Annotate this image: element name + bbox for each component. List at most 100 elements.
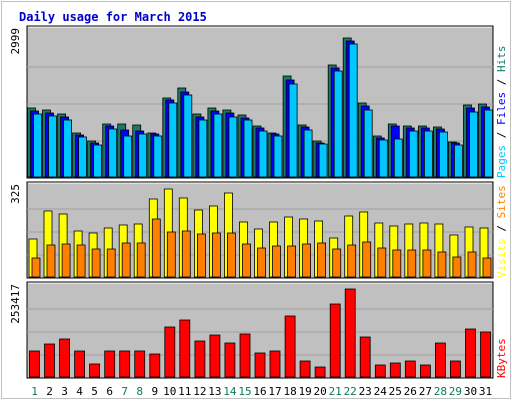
- panel-kbytes: 253417 KBytes: [9, 281, 508, 379]
- day-label: 1: [31, 385, 38, 398]
- day-label: 24: [374, 385, 388, 398]
- bar-pages-day-12: [198, 119, 208, 178]
- day-label: 11: [178, 385, 191, 398]
- legend-separator: /: [495, 72, 508, 92]
- legend-entry: Hits: [495, 46, 508, 73]
- bar-pages-day-30: [469, 111, 478, 178]
- bar-kbytes-day-10: [164, 326, 176, 378]
- bar-kbytes-day-7: [119, 350, 131, 378]
- day-label: 19: [298, 385, 311, 398]
- day-label: 28: [434, 385, 447, 398]
- bar-sites-day-13: [211, 232, 221, 278]
- y-tick-label: 253417: [9, 284, 22, 324]
- panel-visits-sites: 325 Visits / Sites: [9, 181, 508, 279]
- day-label: 17: [268, 385, 281, 398]
- bar-pages-day-9: [153, 135, 163, 178]
- bar-sites-day-18: [287, 245, 297, 278]
- panels: 2999 Pages / Files / Hits 325 Visits / Site…: [9, 25, 508, 379]
- bar-sites-day-26: [407, 249, 417, 278]
- day-label: 9: [151, 385, 158, 398]
- legend-entry: Files: [495, 92, 508, 125]
- day-label: 27: [419, 385, 432, 398]
- bar-pages-day-23: [363, 109, 373, 178]
- chart-title: Daily usage for March 2015: [19, 10, 207, 24]
- day-label: 4: [76, 385, 83, 398]
- day-label: 3: [61, 385, 68, 398]
- bar-kbytes-day-31: [480, 331, 491, 378]
- bar-pages-day-28: [438, 131, 448, 178]
- day-label: 20: [313, 385, 326, 398]
- bar-kbytes-day-9: [149, 353, 161, 378]
- bar-kbytes-day-16: [254, 352, 266, 378]
- bar-sites-day-15: [242, 243, 251, 278]
- bar-kbytes-day-22: [344, 288, 356, 378]
- bar-pages-day-22: [348, 43, 358, 178]
- bar-pages-day-17: [273, 135, 283, 178]
- legend-entry: Visits: [495, 238, 508, 278]
- day-label: 5: [91, 385, 98, 398]
- day-label: 22: [344, 385, 357, 398]
- bar-pages-day-14: [228, 116, 238, 178]
- bar-sites-day-5: [91, 248, 101, 278]
- bar-pages-day-6: [108, 128, 118, 178]
- bar-sites-day-12: [196, 233, 206, 278]
- bar-sites-day-2: [46, 244, 56, 278]
- bar-sites-day-17: [272, 245, 281, 278]
- bar-kbytes-day-14: [224, 342, 236, 378]
- bar-sites-day-20: [317, 242, 327, 278]
- bar-pages-day-29: [453, 144, 463, 178]
- bar-sites-day-7: [121, 242, 131, 278]
- legend-entry: Sites: [495, 185, 508, 218]
- day-label: 26: [404, 385, 417, 398]
- day-label: 15: [238, 385, 251, 398]
- bar-sites-day-1: [31, 257, 41, 278]
- legend: Pages / Files / Hits: [495, 46, 508, 179]
- bar-sites-day-27: [422, 249, 432, 278]
- bar-sites-day-29: [452, 256, 462, 278]
- day-label: 25: [389, 385, 402, 398]
- bar-pages-day-21: [333, 70, 343, 178]
- bar-kbytes-day-19: [299, 360, 311, 378]
- bar-kbytes-day-2: [44, 343, 55, 378]
- bar-sites-day-19: [302, 243, 312, 278]
- bar-kbytes-day-15: [239, 333, 251, 378]
- bar-pages-day-15: [243, 119, 253, 178]
- day-label: 29: [449, 385, 462, 398]
- bar-sites-day-22: [347, 244, 357, 278]
- bar-kbytes-day-12: [194, 340, 206, 378]
- bar-kbytes-day-23: [359, 336, 371, 378]
- day-label: 18: [283, 385, 296, 398]
- day-label: 16: [253, 385, 266, 398]
- bar-pages-day-18: [288, 83, 298, 178]
- bar-kbytes-day-13: [209, 334, 221, 378]
- bar-kbytes-day-6: [104, 350, 116, 378]
- day-label: 2: [46, 385, 53, 398]
- legend: Visits / Sites: [495, 185, 508, 278]
- day-label: 7: [121, 385, 128, 398]
- bar-sites-day-10: [166, 231, 176, 278]
- bar-pages-day-8: [138, 133, 148, 178]
- bar-kbytes-day-1: [29, 350, 40, 378]
- day-label: 13: [208, 385, 221, 398]
- bar-sites-day-21: [332, 248, 342, 278]
- bar-kbytes-day-25: [389, 362, 401, 378]
- bar-sites-day-11: [181, 230, 191, 278]
- bar-kbytes-day-24: [374, 364, 386, 378]
- bar-kbytes-day-27: [419, 364, 431, 378]
- bar-pages-day-31: [484, 109, 493, 178]
- bar-pages-day-11: [183, 94, 193, 178]
- legend-entry: Pages: [495, 145, 508, 178]
- legend-separator: /: [495, 125, 508, 145]
- bar-pages-day-3: [63, 119, 72, 178]
- bar-sites-day-8: [136, 242, 146, 278]
- bar-pages-day-5: [93, 144, 102, 178]
- bar-sites-day-14: [226, 232, 236, 278]
- bar-sites-day-3: [61, 243, 71, 278]
- bar-sites-day-16: [257, 247, 266, 278]
- bar-sites-day-24: [377, 247, 387, 278]
- bar-pages-day-16: [258, 130, 268, 178]
- bar-sites-day-31: [482, 257, 492, 278]
- bar-kbytes-day-4: [74, 350, 85, 378]
